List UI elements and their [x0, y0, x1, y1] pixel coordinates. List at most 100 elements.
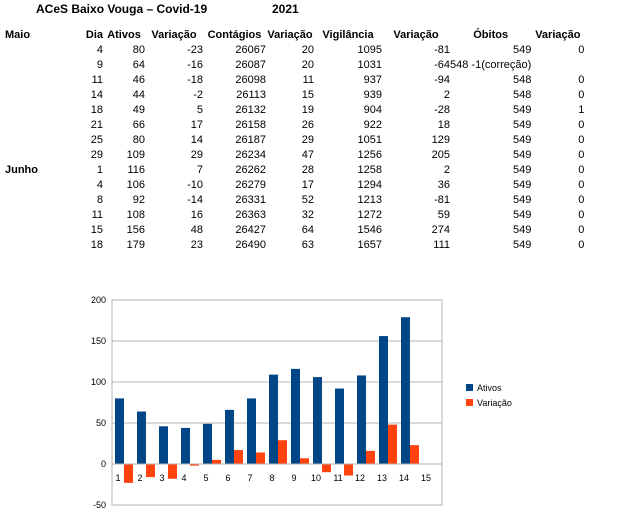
cell-infections-variation: 64 — [301, 224, 314, 236]
bar-variao — [124, 464, 133, 483]
x-tick-label: 15 — [421, 473, 431, 483]
bar-variao — [300, 458, 309, 464]
bar-ativos — [269, 374, 278, 464]
cell-day: 9 — [96, 59, 103, 71]
cell-active: 80 — [132, 44, 145, 56]
cell-active-variation: 29 — [190, 149, 203, 161]
cell-deaths-variation: 0 — [578, 224, 585, 236]
cell-infections: 26087 — [235, 59, 266, 71]
cell-surveillance: 1272 — [357, 209, 382, 221]
cell-infections: 26363 — [235, 209, 266, 221]
cell-deaths-variation: 0 — [578, 149, 585, 161]
cell-deaths: 549 — [512, 209, 532, 221]
cell-surveillance-variation: 36 — [437, 179, 450, 191]
bar-ativos — [401, 317, 410, 464]
cell-surveillance-variation: 59 — [437, 209, 450, 221]
cell-deaths: 548 -1(correção) — [450, 59, 532, 71]
cell-surveillance: 939 — [363, 89, 382, 101]
table-row: Junho 1 116 7 26262 28 1258 2 549 0 — [0, 163, 584, 178]
x-tick-label: 7 — [247, 473, 252, 483]
cell-surveillance: 1546 — [357, 224, 382, 236]
table-row: 21 66 17 26158 26 922 18 549 0 — [0, 118, 585, 133]
header-surveillance-variation: Variação — [393, 29, 439, 41]
cell-deaths: 549 — [512, 44, 532, 56]
bar-variao — [278, 440, 287, 464]
header-infections-variation: Variação — [267, 29, 313, 41]
month-label — [0, 148, 49, 163]
cell-surveillance: 1031 — [357, 59, 382, 71]
cell-deaths: 549 — [512, 224, 532, 236]
cell-surveillance: 1657 — [357, 239, 382, 251]
table-row: 18 179 23 26490 63 1657 111 549 0 — [0, 238, 585, 253]
cell-surveillance: 1051 — [357, 134, 382, 146]
bar-ativos — [137, 411, 146, 464]
cell-active-variation: 5 — [196, 104, 203, 116]
cell-surveillance: 1294 — [357, 179, 382, 191]
cell-infections-variation: 47 — [301, 149, 314, 161]
table-row: 9 64 -16 26087 20 1031 -64 548 -1(correção) — [0, 58, 584, 73]
cell-deaths-variation: 0 — [578, 239, 585, 251]
bar-variao — [322, 464, 331, 473]
cell-deaths: 549 — [512, 104, 532, 116]
cell-deaths: 549 — [512, 239, 532, 251]
cell-deaths-variation: 0 — [578, 179, 585, 191]
legend-swatch — [466, 399, 473, 406]
cell-infections-variation: 11 — [302, 74, 314, 86]
month-label — [0, 43, 49, 58]
cell-day: 29 — [90, 149, 103, 161]
bar-variao — [212, 459, 221, 464]
month-label — [0, 193, 49, 208]
x-tick-label: 14 — [399, 473, 409, 483]
cell-deaths-variation: 0 — [578, 89, 585, 101]
cell-infections: 26067 — [235, 44, 266, 56]
cell-active: 66 — [132, 119, 145, 131]
cell-active: 46 — [132, 74, 145, 86]
cell-active-variation: -14 — [187, 194, 203, 206]
cell-surveillance: 1256 — [357, 149, 382, 161]
table-row: 11 46 -18 26098 11 937 -94 548 0 — [0, 73, 585, 88]
header-surveillance: Vigilância — [322, 29, 374, 41]
cell-surveillance-variation: 2 — [443, 89, 450, 101]
header-month: Maio — [5, 29, 31, 41]
bar-ativos — [225, 409, 234, 464]
cell-infections: 26490 — [235, 239, 266, 251]
cell-active: 179 — [126, 239, 145, 251]
bar-ativos — [115, 398, 124, 464]
cell-surveillance: 1213 — [357, 194, 382, 206]
month-label — [0, 103, 49, 118]
sheet-title: ACeS Baixo Vouga – Covid-19 — [36, 2, 208, 16]
bar-variao — [366, 450, 375, 464]
cell-deaths-variation — [531, 58, 584, 73]
cell-surveillance-variation: -81 — [434, 194, 450, 206]
cell-day: 25 — [90, 134, 103, 146]
bar-ativos — [335, 388, 344, 464]
cell-active: 109 — [126, 149, 145, 161]
cell-active: 92 — [132, 194, 145, 206]
cell-surveillance: 1095 — [357, 44, 382, 56]
header-row: Maio Dia Ativos Variação Contágios Varia… — [0, 28, 584, 43]
month-label — [0, 223, 49, 238]
plot-frame — [111, 299, 443, 506]
cell-active-variation: 48 — [190, 224, 203, 236]
cell-deaths: 549 — [512, 134, 532, 146]
table-row: 4 80 -23 26067 20 1095 -81 549 0 — [0, 43, 584, 58]
cell-infections-variation: 19 — [301, 104, 314, 116]
month-label — [0, 208, 49, 223]
bar-ativos — [181, 427, 190, 464]
month-label — [0, 58, 49, 73]
x-tick-label: 13 — [377, 473, 387, 483]
bar-variao — [234, 450, 243, 464]
cell-surveillance-variation: 18 — [437, 119, 450, 131]
cell-active-variation: 16 — [190, 209, 203, 221]
y-tick-label: 100 — [91, 377, 106, 387]
cell-deaths: 549 — [512, 179, 532, 191]
legend-label: Variação — [477, 398, 512, 408]
cell-surveillance-variation: 205 — [431, 149, 450, 161]
cell-active-variation: -10 — [187, 179, 203, 191]
x-tick-label: 3 — [159, 473, 164, 483]
table-row: 25 80 14 26187 29 1051 129 549 0 — [0, 133, 585, 148]
cell-deaths-variation: 1 — [578, 104, 585, 116]
cell-surveillance-variation: -81 — [434, 44, 450, 56]
legend-label: Ativos — [477, 383, 502, 393]
cell-infections-variation: 17 — [301, 179, 314, 191]
